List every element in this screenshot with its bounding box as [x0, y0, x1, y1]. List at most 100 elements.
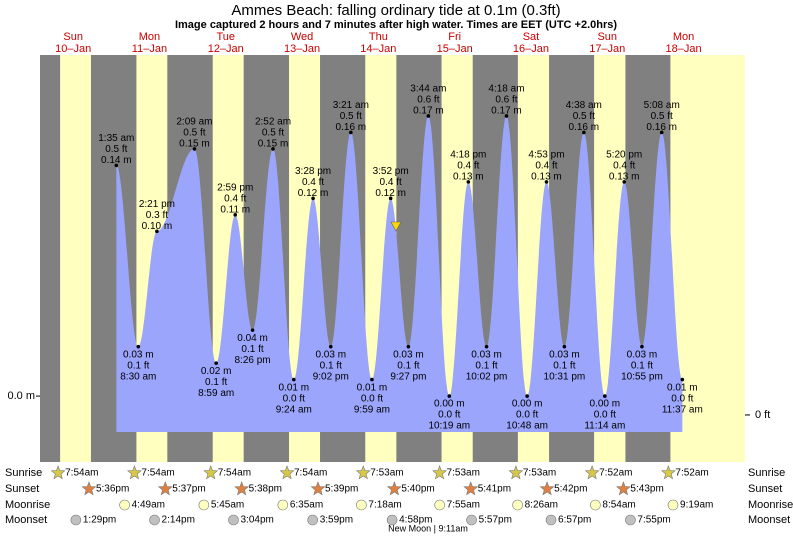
moon-phase: New Moon | 9:11am	[388, 523, 468, 533]
tide-time: 2:21 pm	[139, 199, 175, 210]
tide-ft: 0.0 ft	[516, 410, 538, 421]
tide-time: 9:02 pm	[313, 371, 349, 382]
tide-ft: 0.1 ft	[631, 360, 653, 371]
sunset-time: 5:36pm	[96, 484, 129, 495]
tide-label: 0.13 m	[453, 172, 484, 183]
day-date: 10–Jan	[55, 43, 91, 55]
tide-ft: 0.1 ft	[205, 377, 227, 388]
moonset-time: 2:14pm	[162, 515, 195, 526]
moonrise-icon	[667, 499, 679, 511]
tide-label: 0.17 m	[491, 106, 522, 117]
tide-label: 0.04 m	[237, 333, 268, 344]
tide-point	[114, 163, 119, 168]
day-weekday: Thu	[369, 31, 388, 43]
moonrise-icon	[356, 499, 367, 511]
day-weekday: Tue	[216, 31, 235, 43]
moonrise-time: 6:35am	[290, 500, 323, 511]
tide-point	[311, 196, 315, 201]
day-date: 11–Jan	[132, 43, 167, 55]
moonset-time: 3:04pm	[240, 515, 273, 526]
tide-ft: 0.4 ft	[302, 177, 324, 188]
row-label: Sunset	[5, 483, 39, 495]
tide-ft: 0.1 ft	[553, 360, 575, 371]
moonrise-icon	[512, 499, 523, 511]
moonset-icon	[228, 514, 239, 526]
sunset-time: 5:38pm	[249, 484, 282, 495]
day-weekday: Wed	[291, 31, 313, 43]
tide-ft: 0.0 ft	[438, 410, 460, 421]
sunrise-icon	[660, 465, 676, 480]
tide-time: 10:55 pm	[621, 371, 663, 382]
tide-time: 8:26 pm	[234, 355, 270, 366]
tide-time: 1:35 am	[98, 133, 134, 144]
tide-point	[388, 196, 393, 201]
row-label: Sunset	[748, 483, 782, 495]
tide-time: 5:20 pm	[606, 150, 642, 161]
chart-title: Ammes Beach: falling ordinary tide at 0.…	[231, 2, 560, 19]
tide-time: 9:27 pm	[390, 371, 426, 382]
tide-point	[291, 377, 296, 382]
moonrise-time: 7:55am	[447, 500, 480, 511]
sunset-icon	[234, 481, 250, 496]
tide-point	[466, 180, 471, 184]
tide-point	[136, 344, 141, 349]
tide-ft: 0.0 ft	[361, 393, 383, 404]
tide-point	[271, 147, 275, 151]
sunrise-time: 7:54am	[218, 468, 251, 479]
sunset-time: 5:37pm	[172, 484, 205, 495]
tide-point	[328, 344, 333, 349]
sunrise-time: 7:54am	[294, 468, 327, 479]
tide-label: 0.01 m	[357, 382, 388, 393]
tide-ft: 0.5 ft	[573, 111, 595, 122]
day-date: 15–Jan	[437, 43, 473, 55]
sunset-icon	[310, 481, 326, 496]
tide-ft: 0.5 ft	[183, 128, 205, 139]
moonrise-time: 8:26am	[525, 500, 558, 511]
tide-ft: 0.1 ft	[241, 344, 263, 355]
tide-label: 0.16 m	[336, 122, 367, 133]
tide-label: 0.01 m	[278, 382, 309, 393]
moonset-time: 4:58pm	[399, 515, 432, 526]
tide-time: 2:52 am	[255, 117, 291, 128]
tide-ft: 0.4 ft	[224, 193, 246, 204]
tide-ft: 0.1 ft	[127, 360, 149, 371]
tide-ft: 0.6 ft	[495, 95, 517, 106]
tide-ft: 0.5 ft	[651, 111, 673, 122]
moonrise-icon	[277, 499, 289, 511]
tide-label: 0.16 m	[569, 122, 600, 133]
tide-area	[116, 115, 683, 432]
tide-point	[504, 114, 509, 118]
day-weekday: Sun	[597, 31, 617, 43]
tide-label: 0.03 m	[471, 349, 502, 360]
day-weekday: Mon	[673, 31, 694, 43]
tide-time: 5:08 am	[644, 100, 680, 111]
tide-label: 0.00 m	[590, 399, 621, 410]
tide-point	[484, 344, 489, 349]
tide-time: 2:59 pm	[217, 182, 253, 193]
tide-time: 4:18 pm	[450, 150, 486, 161]
sunset-time: 5:39pm	[325, 484, 358, 495]
tide-ft: 0.4 ft	[457, 161, 479, 172]
tide-label: 0.16 m	[646, 122, 677, 133]
tide-label: 0.03 m	[123, 349, 154, 360]
chart-subtitle: Image captured 2 hours and 7 minutes aft…	[175, 19, 617, 31]
tide-label: 0.02 m	[201, 366, 232, 377]
tide-label: 0.03 m	[393, 349, 424, 360]
sunrise-icon	[355, 465, 371, 480]
tide-time: 9:24 am	[276, 404, 312, 415]
tide-time: 8:59 am	[198, 388, 234, 399]
sunrise-time: 7:53am	[370, 468, 403, 479]
tide-time: 9:59 am	[354, 404, 390, 415]
row-label: Sunrise	[5, 467, 42, 479]
sunset-icon	[386, 481, 402, 496]
row-label: Moonset	[748, 514, 790, 526]
tide-label: 0.03 m	[627, 349, 658, 360]
row-label: Moonrise	[5, 499, 50, 511]
tide-time: 10:02 pm	[466, 371, 508, 382]
day-weekday: Sat	[523, 31, 540, 43]
moonrise-time: 7:18am	[368, 500, 401, 511]
sunset-time: 5:43pm	[630, 484, 663, 495]
tide-time: 8:30 am	[120, 371, 156, 382]
tide-time: 4:18 am	[488, 84, 524, 95]
moonrise-time: 9:19am	[680, 500, 713, 511]
